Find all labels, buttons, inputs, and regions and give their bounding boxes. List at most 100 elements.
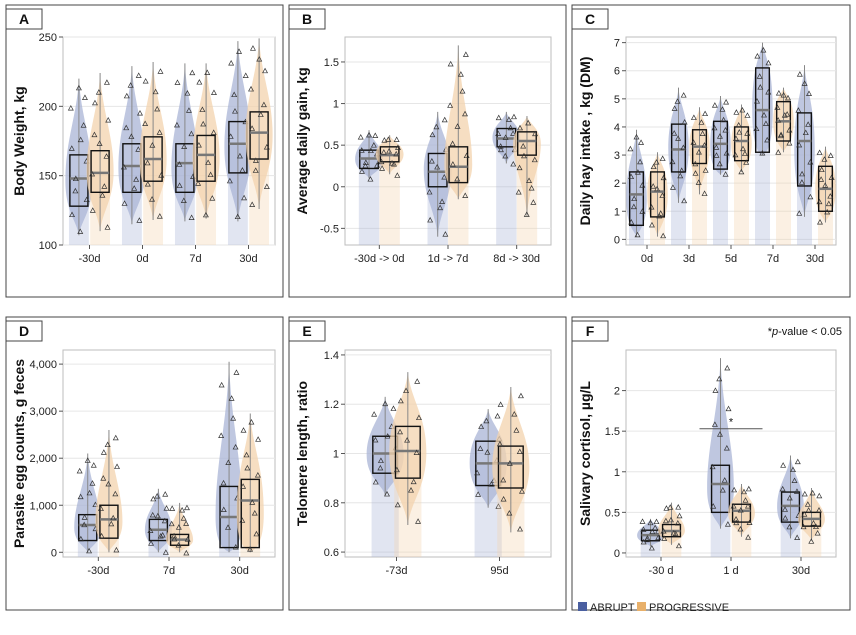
data-point xyxy=(249,45,256,51)
data-point xyxy=(413,449,420,455)
data-point xyxy=(671,130,678,136)
data-point xyxy=(442,231,449,237)
data-point xyxy=(801,80,808,86)
data-point xyxy=(101,183,108,189)
data-point xyxy=(439,198,446,204)
data-point xyxy=(786,140,793,146)
data-point xyxy=(698,119,705,125)
data-point xyxy=(786,127,793,133)
data-point xyxy=(104,224,111,230)
data-point xyxy=(723,149,730,156)
data-point xyxy=(791,477,798,483)
data-point xyxy=(77,136,84,143)
data-point xyxy=(142,120,149,126)
data-point xyxy=(357,134,364,140)
data-point xyxy=(719,106,726,112)
data-point xyxy=(495,130,502,136)
data-point xyxy=(497,146,504,153)
data-point xyxy=(663,505,670,511)
data-point xyxy=(372,478,379,485)
data-point xyxy=(733,519,740,526)
data-point xyxy=(127,82,134,88)
data-point xyxy=(463,152,470,159)
y-tick-label: 6 xyxy=(614,66,620,78)
data-point xyxy=(753,125,760,132)
data-point xyxy=(408,487,415,493)
data-point xyxy=(531,156,538,163)
data-point xyxy=(218,381,225,388)
data-point xyxy=(495,503,502,509)
data-point xyxy=(816,492,823,499)
data-point xyxy=(397,428,404,435)
data-point xyxy=(765,59,772,66)
data-point xyxy=(719,486,726,493)
data-point xyxy=(89,207,96,213)
data-point xyxy=(530,199,537,205)
data-point xyxy=(500,476,507,483)
data-point xyxy=(199,106,206,112)
data-point xyxy=(660,528,667,534)
data-point xyxy=(144,159,151,166)
data-point xyxy=(475,491,482,497)
data-point xyxy=(367,147,374,154)
data-point xyxy=(675,504,682,510)
data-point xyxy=(699,130,706,136)
x-tick-label: -30d -> 0d xyxy=(354,253,404,265)
data-point xyxy=(260,101,267,108)
data-point xyxy=(494,412,501,419)
data-point xyxy=(794,534,801,540)
data-point xyxy=(76,467,83,474)
data-point xyxy=(67,105,74,111)
data-point xyxy=(135,146,142,152)
data-point xyxy=(637,158,644,165)
data-point xyxy=(675,135,682,141)
data-point xyxy=(149,511,156,518)
data-point xyxy=(462,192,469,198)
data-point xyxy=(800,523,807,530)
data-point xyxy=(816,149,823,155)
data-point xyxy=(404,437,411,443)
data-point xyxy=(743,159,750,165)
data-point xyxy=(379,165,386,171)
panel-a: 100 150 200 250 Body Weight, kg A -30d 0d 7d 30d xyxy=(5,4,284,298)
panel-letter-box xyxy=(288,8,326,30)
data-point xyxy=(391,161,397,167)
data-point xyxy=(161,517,168,524)
data-point xyxy=(252,167,259,173)
data-point xyxy=(394,172,401,178)
data-point xyxy=(180,515,187,521)
data-point xyxy=(89,480,96,486)
data-point xyxy=(103,79,110,85)
data-point xyxy=(394,144,401,150)
y-tick-label: 4 xyxy=(614,122,620,134)
data-point xyxy=(710,503,717,509)
data-point xyxy=(648,221,655,228)
data-point xyxy=(667,516,674,523)
data-point xyxy=(96,140,103,146)
data-point xyxy=(742,497,749,503)
data-point xyxy=(690,139,697,145)
data-point xyxy=(809,489,816,496)
data-point xyxy=(162,491,169,497)
data-point xyxy=(255,436,262,442)
x-tick-label: 1d -> 7d xyxy=(428,253,469,265)
data-point xyxy=(249,201,256,207)
data-point xyxy=(171,535,178,542)
iqr-box xyxy=(249,111,269,160)
data-point xyxy=(474,469,481,476)
data-point xyxy=(454,123,461,129)
data-point xyxy=(232,443,239,450)
data-point xyxy=(505,116,512,122)
data-point xyxy=(633,133,640,140)
data-point xyxy=(207,171,214,178)
data-point xyxy=(784,111,791,117)
data-point xyxy=(786,523,793,530)
panel-letter-box xyxy=(5,320,43,342)
data-point xyxy=(804,501,811,507)
y-tick-label: 7 xyxy=(614,38,620,50)
data-point xyxy=(716,431,723,437)
data-point xyxy=(782,514,789,521)
data-point xyxy=(640,526,647,532)
data-point xyxy=(737,507,744,513)
panel-e: 0.6 0.8 1 1.2 1.4 Telomere length, ratio E -73d… xyxy=(288,316,567,611)
